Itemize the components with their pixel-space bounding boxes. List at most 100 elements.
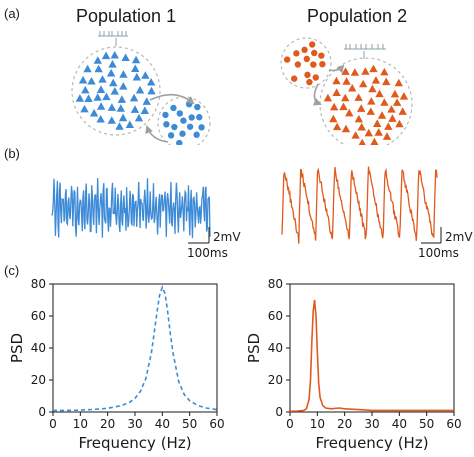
panel-label-c: (c) <box>4 263 20 278</box>
inhibitory-neuron <box>186 123 194 130</box>
excitatory-neuron <box>129 93 139 102</box>
inhibitory-neuron <box>198 124 205 131</box>
excitatory-neuron <box>382 132 392 140</box>
excitatory-neuron <box>356 104 366 112</box>
plot-frame <box>52 283 218 413</box>
inhibitory-neuron <box>294 61 302 68</box>
inhibitory-neuron <box>179 130 186 137</box>
psd-chart-population-1: 0 10 20 30 40 50 60 0 20 40 60 80 Frequency (Hz) PSD <box>8 277 225 452</box>
inhibitory-neuron <box>301 46 308 54</box>
excitatory-neuron <box>341 93 350 102</box>
y-tick-label: 60 <box>268 309 283 323</box>
x-tick-label: 10 <box>310 417 325 431</box>
population-1-input-spikes <box>98 31 128 46</box>
excitatory-neuron <box>134 113 144 122</box>
inhibitory-neuron <box>310 61 317 68</box>
excitatory-neuron <box>96 85 106 93</box>
x-axis-label: Frequency (Hz) <box>315 434 428 452</box>
excitatory-neuron <box>119 82 128 90</box>
inhibitory-neuron <box>312 74 319 81</box>
excitatory-neuron <box>395 119 404 128</box>
excitatory-neuron <box>357 122 366 131</box>
excitatory-neuron <box>367 97 376 105</box>
excitatory-neuron <box>387 105 396 113</box>
excitatory-neuron <box>119 70 128 78</box>
excitatory-neuron <box>110 50 119 59</box>
population-1-inhibition-arrow <box>145 125 169 143</box>
voltage-traces: 2mV 100ms 2mV 100ms <box>51 166 473 260</box>
excitatory-neuron <box>377 111 387 119</box>
x-tick-label: 10 <box>73 417 88 431</box>
excitatory-neuron <box>106 68 116 77</box>
excitatory-neuron <box>345 108 354 117</box>
excitatory-neuron <box>358 79 368 88</box>
population-2-schematic <box>280 37 413 145</box>
excitatory-neuron <box>341 124 351 133</box>
population-1-scale-bar <box>188 227 210 244</box>
y-tick-label: 20 <box>31 373 46 387</box>
inhibitory-neuron <box>170 104 177 112</box>
population-2-inhibitory-neurons <box>283 41 326 86</box>
population-2-excitation-arrow <box>328 64 345 74</box>
excitatory-neuron <box>350 68 360 76</box>
population-2-scale-voltage: 2mV <box>445 230 473 244</box>
excitatory-neuron <box>132 72 142 81</box>
y-axis-label: PSD <box>8 333 26 363</box>
x-tick-label: 0 <box>49 417 57 431</box>
population-2-scale-time: 100ms <box>418 246 459 260</box>
excitatory-neuron <box>94 64 103 73</box>
excitatory-neuron <box>146 77 156 86</box>
excitatory-neuron <box>115 122 124 130</box>
inhibitory-neuron <box>290 75 298 82</box>
excitatory-neuron <box>388 114 397 122</box>
inhibitory-neuron <box>163 121 170 128</box>
y-tick-label: 0 <box>275 405 283 419</box>
x-tick-label: 20 <box>337 417 352 431</box>
excitatory-neuron <box>371 76 381 84</box>
excitatory-neuron <box>392 98 402 106</box>
excitatory-neuron <box>142 97 151 105</box>
inhibitory-neuron <box>318 52 325 59</box>
excitatory-neuron <box>93 56 102 64</box>
excitatory-neuron <box>366 107 375 115</box>
excitatory-neuron <box>394 78 403 87</box>
excitatory-neuron <box>399 92 409 100</box>
excitatory-neuron <box>384 122 393 130</box>
x-tick-label: 60 <box>209 417 224 431</box>
excitatory-neuron <box>370 137 379 145</box>
x-tick-label: 30 <box>364 417 379 431</box>
excitatory-neuron <box>108 60 117 68</box>
excitatory-neuron <box>329 102 339 111</box>
excitatory-neuron <box>117 95 127 103</box>
inhibitory-neuron <box>188 114 195 121</box>
inhibitory-neuron <box>171 123 178 131</box>
excitatory-neuron <box>323 93 333 102</box>
excitatory-neuron <box>372 119 382 127</box>
inhibitory-neuron <box>319 60 326 68</box>
excitatory-neuron <box>84 94 93 102</box>
network-schematics <box>71 31 413 145</box>
y-tick-label: 40 <box>268 341 283 355</box>
x-tick-label: 40 <box>155 417 170 431</box>
excitatory-neuron <box>121 53 130 62</box>
excitatory-neuron <box>374 128 383 136</box>
excitatory-neuron <box>375 89 384 98</box>
excitatory-neuron <box>332 76 341 85</box>
x-axis-label: Frequency (Hz) <box>78 434 191 452</box>
y-tick-label: 60 <box>31 309 46 323</box>
inhibitory-neuron <box>303 55 311 63</box>
population-2-excitatory-neurons <box>323 64 409 145</box>
excitatory-neuron <box>107 103 117 111</box>
excitatory-neuron <box>390 89 400 98</box>
population-2-inhibitory-pool <box>280 37 332 89</box>
inhibitory-neuron <box>194 103 201 111</box>
excitatory-neuron <box>341 67 350 75</box>
excitatory-neuron <box>380 98 389 106</box>
population-2-scale-bar <box>421 227 442 244</box>
x-tick-label: 50 <box>419 417 434 431</box>
inhibitory-neuron <box>304 71 311 79</box>
inhibitory-neuron <box>283 56 291 63</box>
excitatory-neuron <box>101 51 111 60</box>
x-tick-label: 30 <box>127 417 142 431</box>
excitatory-neuron <box>130 105 140 113</box>
